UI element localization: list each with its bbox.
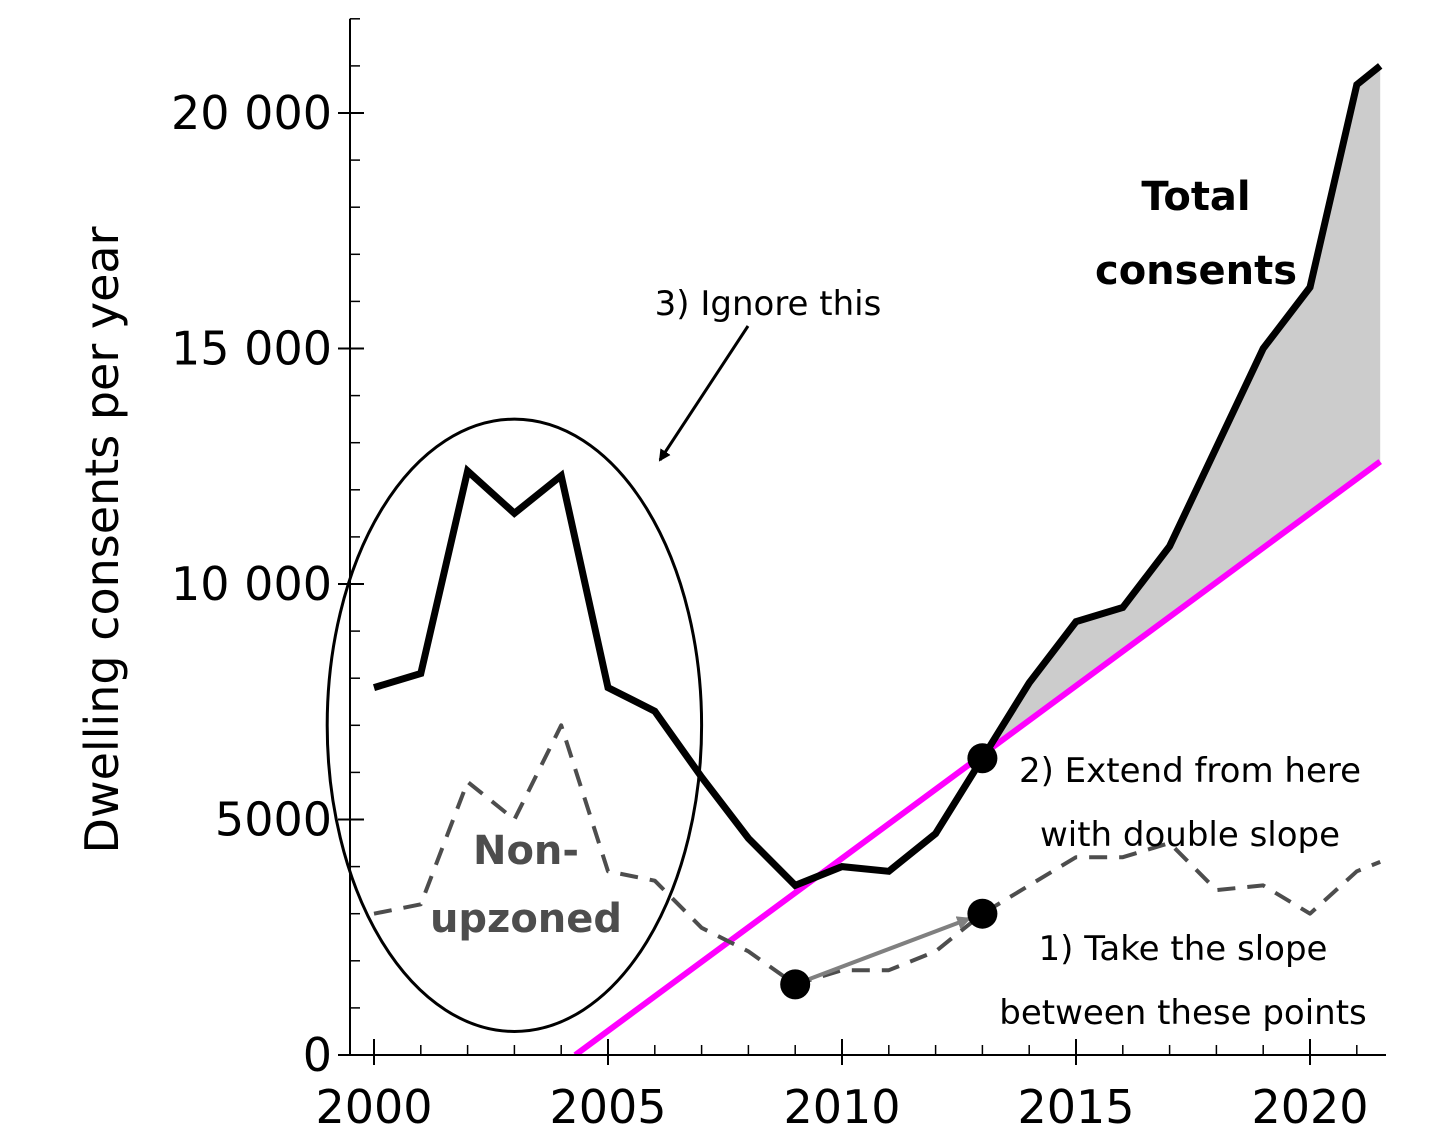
x-tick-label: 2005 bbox=[549, 1080, 666, 1134]
ignore-ellipse bbox=[325, 417, 704, 1033]
step2-annotation-line1: 2) Extend from here bbox=[1019, 751, 1361, 791]
total-consents-label-line1: Total bbox=[1141, 174, 1250, 220]
key-point-3 bbox=[967, 743, 998, 774]
shaded-area-layer bbox=[982, 65, 1381, 759]
total-consents-label-line2: consents bbox=[1095, 248, 1297, 294]
key-point-1 bbox=[780, 969, 811, 1000]
x-tick-label: 2020 bbox=[1251, 1080, 1368, 1134]
step2-annotation-line2: with double slope bbox=[1040, 815, 1340, 855]
nonupzoned-label-line1: Non- bbox=[473, 828, 579, 874]
slope-arrow bbox=[794, 916, 972, 987]
step3-annotation: 3) Ignore this bbox=[655, 284, 882, 324]
total-consents-series-line bbox=[372, 63, 1383, 890]
axis-layer: 0 5000 10 000 15 000 20 000 2000 2005 2010 2015 2… bbox=[171, 18, 1386, 1134]
ignore-ellipse-layer bbox=[325, 417, 704, 1033]
step1-annotation-line1: 1) Take the slope bbox=[1039, 929, 1328, 969]
x-tick-label: 2015 bbox=[1017, 1080, 1134, 1134]
step3-arrow bbox=[658, 325, 750, 462]
y-tick-label: 5000 bbox=[215, 793, 332, 847]
y-tick-label: 20 000 bbox=[171, 86, 332, 140]
y-tick-label: 0 bbox=[303, 1028, 332, 1082]
x-tick-label: 2000 bbox=[315, 1080, 432, 1134]
shaded-area bbox=[982, 65, 1381, 759]
points-layer bbox=[780, 743, 998, 1000]
step1-annotation-line2: between these points bbox=[999, 993, 1367, 1033]
nonupzoned-series-line bbox=[373, 723, 1381, 987]
x-tick-label: 2010 bbox=[783, 1080, 900, 1134]
nonupzoned-label-line2: upzoned bbox=[430, 896, 622, 942]
y-tick-label: 15 000 bbox=[171, 322, 332, 376]
y-axis-label: Dwelling consents per year bbox=[75, 226, 129, 853]
key-point-2 bbox=[967, 898, 998, 929]
y-tick-label: 10 000 bbox=[171, 557, 332, 611]
